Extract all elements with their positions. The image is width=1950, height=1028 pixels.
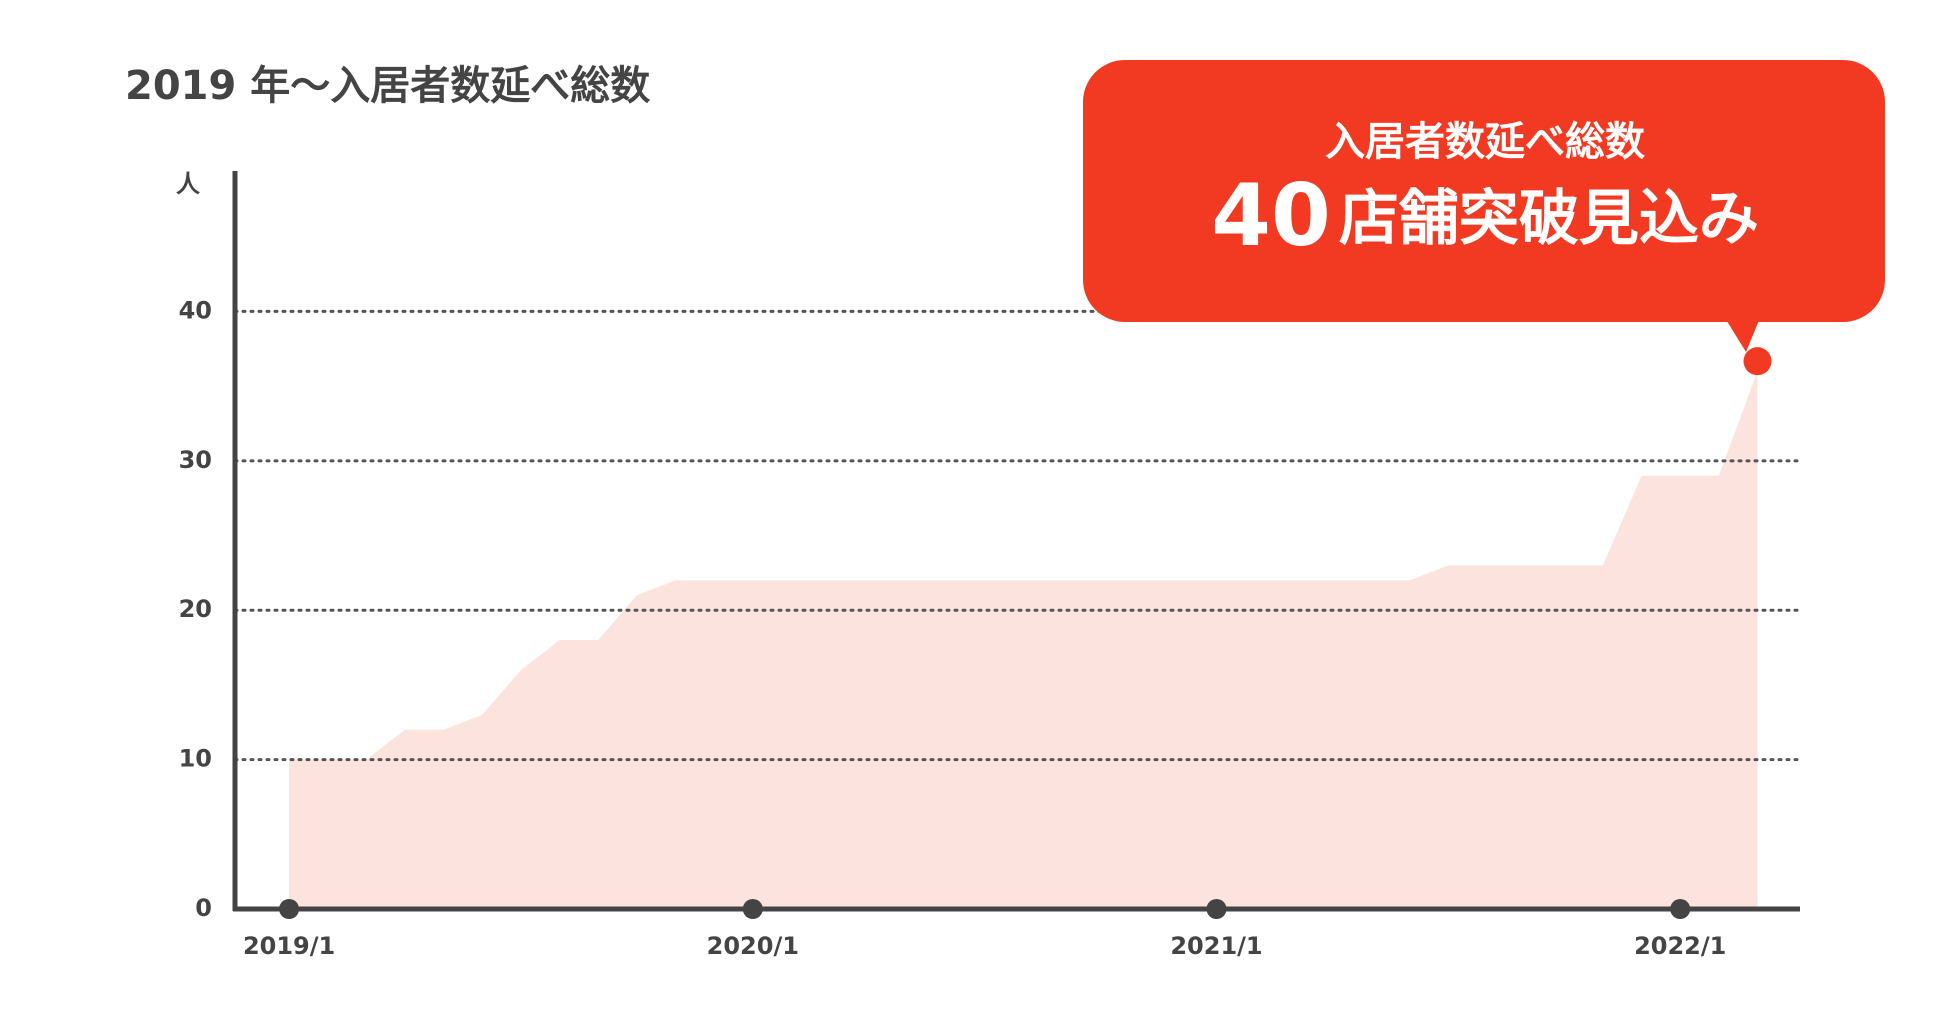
y-tick-label: 0	[195, 894, 212, 922]
x-tick-mark	[1670, 899, 1691, 919]
callout-line1: 入居者数延べ総数	[1325, 119, 1645, 165]
chart-title: 2019 年〜入居者数延べ総数	[125, 63, 650, 109]
x-tick-label: 2021/1	[1170, 932, 1262, 960]
callout-box	[1083, 60, 1885, 322]
y-tick-label: 10	[179, 745, 212, 773]
highlight-point	[1743, 347, 1772, 376]
callout-tail	[1725, 318, 1760, 352]
x-tick-label: 2022/1	[1634, 932, 1726, 960]
area	[289, 371, 1758, 909]
callout-line2: 40 店舗突破見込み	[1211, 166, 1759, 266]
callout-text: 店舗突破見込み	[1339, 184, 1759, 254]
callout-number: 40	[1211, 166, 1331, 266]
x-tick-mark	[742, 899, 763, 919]
y-tick-label: 40	[179, 296, 212, 324]
y-tick-label: 30	[179, 446, 212, 474]
y-axis-label: 人	[176, 170, 200, 198]
y-tick-label: 20	[179, 595, 212, 623]
x-tick-label: 2019/1	[243, 932, 335, 960]
x-tick-mark	[279, 899, 300, 919]
x-tick-mark	[1206, 899, 1227, 919]
x-tick-label: 2020/1	[707, 932, 799, 960]
